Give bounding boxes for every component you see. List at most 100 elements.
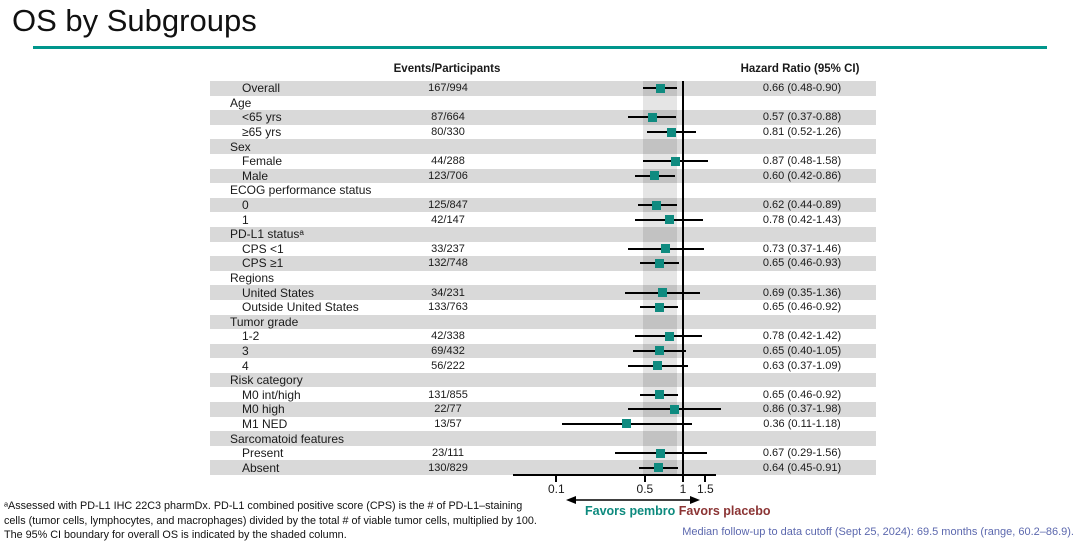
hr-point-marker	[670, 404, 680, 414]
row-label: Female	[242, 154, 283, 169]
subgroup-row: 3 69/432 0.65 (0.40-1.05)	[210, 343, 876, 359]
hazard-ratio-value: 0.86 (0.37-1.98)	[762, 403, 842, 416]
row-label: Age	[230, 95, 252, 110]
events-participants-value: 130/829	[428, 461, 468, 474]
subgroup-row: 1-2 42/338 0.78 (0.42-1.42)	[210, 329, 876, 344]
hr-point-marker	[653, 361, 663, 371]
subgroup-row: 4 56/222 0.63 (0.37-1.09)	[210, 358, 876, 373]
events-participants-value: 13/57	[434, 417, 462, 430]
events-participants-value: 133/763	[428, 301, 468, 314]
x-axis-tick-label: 1.5	[696, 482, 714, 496]
x-axis-tick-label: 1	[679, 482, 687, 496]
hr-point-marker	[664, 331, 674, 341]
x-axis-line	[513, 474, 716, 476]
subgroup-row: CPS <1 33/237 0.73 (0.37-1.46)	[210, 242, 876, 257]
hr-point-marker	[652, 200, 662, 210]
events-participants-value: 131/855	[428, 388, 468, 401]
subgroup-row: ≥65 yrs 80/330 0.81 (0.52-1.26)	[210, 125, 876, 140]
hazard-ratio-value: 0.62 (0.44-0.89)	[762, 199, 842, 212]
hazard-ratio-value: 0.87 (0.48-1.58)	[762, 155, 842, 168]
events-participants-value: 22/77	[434, 403, 462, 416]
subgroup-row: M0 int/high 131/855 0.65 (0.46-0.92)	[210, 387, 876, 402]
row-label: Tumor grade	[230, 314, 299, 329]
events-participants-value: 167/994	[428, 82, 468, 95]
forest-plot: Overall 167/994 0.66 (0.48-0.90) Age <65 yrs…	[210, 81, 876, 476]
hr-point-marker	[670, 156, 680, 166]
group-header-row: Regions	[210, 271, 876, 286]
events-participants-value: 42/338	[431, 330, 465, 343]
hr-point-marker	[654, 346, 664, 356]
subgroup-row: Present 23/111 0.67 (0.29-1.56)	[210, 446, 876, 461]
hr-point-marker	[622, 419, 632, 429]
hr-point-marker	[666, 127, 676, 137]
group-header-row: Risk category	[210, 372, 876, 388]
row-label: PD-L1 statusᵃ	[230, 227, 304, 242]
row-label: 1	[242, 212, 249, 227]
subgroup-row: Female 44/288 0.87 (0.48-1.58)	[210, 154, 876, 169]
events-participants-value: 80/330	[431, 126, 465, 139]
overall-ci-shaded-column	[642, 81, 678, 475]
events-participants-value: 44/288	[431, 155, 465, 168]
footnote: ᵃAssessed with PD-L1 IHC 22C3 pharmDx. P…	[4, 500, 537, 542]
subgroup-row: 1 42/147 0.78 (0.42-1.43)	[210, 212, 876, 227]
group-header-row: Sarcomatoid features	[210, 431, 876, 446]
hazard-ratio-value: 0.63 (0.37-1.09)	[762, 359, 842, 372]
subgroup-row: Outside United States 133/763 0.65 (0.46-0…	[210, 300, 876, 315]
group-header-row: ECOG performance status	[210, 183, 876, 198]
hr-point-marker	[664, 215, 674, 225]
hr-point-marker	[654, 302, 664, 312]
x-axis-tick	[643, 474, 646, 482]
events-participants-value: 56/222	[431, 359, 465, 372]
favors-arrow-icon	[566, 496, 700, 504]
row-label: M0 int/high	[242, 387, 301, 402]
hr-point-marker	[654, 390, 664, 400]
page-title: OS by Subgroups	[12, 3, 257, 38]
events-participants-value: 87/664	[431, 111, 465, 124]
hazard-ratio-value: 0.65 (0.46-0.92)	[762, 388, 842, 401]
row-label: Risk category	[230, 373, 303, 388]
subgroup-row: Absent 130/829 0.64 (0.45-0.91)	[210, 460, 876, 476]
hr-point-marker	[656, 448, 666, 458]
row-label: Sarcomatoid features	[230, 431, 345, 446]
x-axis-tick-label: 0.1	[547, 482, 565, 496]
hazard-ratio-value: 0.81 (0.52-1.26)	[762, 126, 842, 139]
hr-point-marker	[654, 258, 664, 268]
hazard-ratio-value: 0.78 (0.42-1.42)	[762, 330, 842, 343]
favors-pembro-label: Favors pembro	[585, 504, 676, 518]
row-label: Sex	[230, 139, 251, 154]
row-label: Male	[242, 168, 269, 183]
events-participants-value: 125/847	[428, 199, 468, 212]
x-axis-tick	[555, 474, 558, 482]
hr-point-marker	[647, 112, 657, 122]
subgroup-row: Overall 167/994 0.66 (0.48-0.90)	[210, 81, 876, 96]
favors-direction-labels: Favors pembro Favors placebo	[585, 504, 771, 518]
row-label: 3	[242, 343, 249, 358]
subgroup-row: Male 123/706 0.60 (0.42-0.86)	[210, 168, 876, 184]
subgroup-row: CPS ≥1 132/748 0.65 (0.46-0.93)	[210, 256, 876, 271]
x-axis-tick	[682, 474, 684, 482]
hazard-ratio-value: 0.36 (0.11-1.18)	[763, 417, 841, 430]
hr-point-marker	[658, 288, 668, 298]
column-header-hazard-ratio: Hazard Ratio (95% CI)	[740, 63, 860, 75]
row-label: <65 yrs	[242, 110, 282, 125]
hazard-ratio-value: 0.67 (0.29-1.56)	[762, 447, 842, 460]
group-header-row: PD-L1 statusᵃ	[210, 226, 876, 242]
group-header-row: Tumor grade	[210, 314, 876, 330]
hr-point-marker	[653, 463, 663, 473]
hazard-ratio-value: 0.73 (0.37-1.46)	[762, 242, 842, 255]
row-label: M1 NED	[242, 416, 288, 431]
hr-point-marker	[655, 83, 665, 93]
row-label: 0	[242, 198, 249, 213]
reference-line-hr-1	[682, 81, 684, 475]
title-underline	[33, 46, 1047, 49]
events-participants-value: 23/111	[431, 447, 464, 460]
events-participants-value: 42/147	[431, 213, 465, 226]
row-label: United States	[242, 285, 315, 300]
subgroup-row: United States 34/231 0.69 (0.35-1.36)	[210, 285, 876, 300]
row-label: Overall	[242, 81, 281, 96]
group-header-row: Sex	[210, 139, 876, 154]
row-label: Outside United States	[242, 300, 359, 315]
events-participants-value: 123/706	[428, 169, 468, 182]
row-label: M0 high	[242, 402, 285, 417]
